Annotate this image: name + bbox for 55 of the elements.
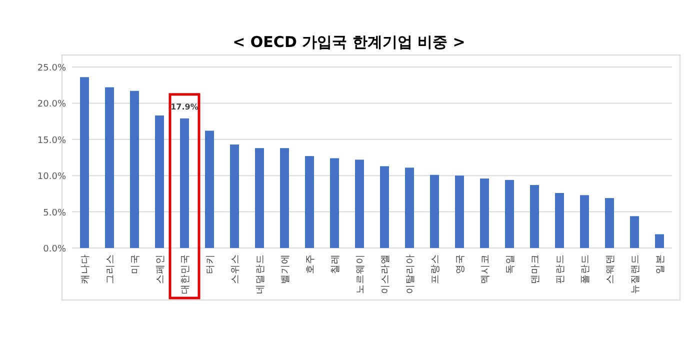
x-tick-label: 프랑스 bbox=[430, 254, 441, 284]
x-tick-label: 네덜란드 bbox=[255, 254, 266, 294]
bar bbox=[280, 148, 289, 248]
x-tick-label: 일본 bbox=[655, 254, 666, 274]
y-tick-label: 25.0% bbox=[37, 64, 66, 74]
y-tick-label: 10.0% bbox=[37, 172, 66, 182]
bar bbox=[255, 148, 264, 248]
bar bbox=[330, 158, 339, 248]
x-tick-label: 독일 bbox=[505, 254, 516, 274]
bar bbox=[205, 130, 214, 248]
bar bbox=[555, 192, 564, 248]
x-tick-label: 폴란드 bbox=[580, 254, 591, 284]
bar bbox=[580, 195, 589, 248]
x-tick-label: 칠레 bbox=[330, 254, 341, 274]
x-tick-label: 스위스 bbox=[230, 254, 241, 284]
x-tick-label: 덴마크 bbox=[530, 254, 541, 284]
x-tick-label: 이스라엘 bbox=[380, 254, 391, 294]
bar bbox=[405, 168, 414, 248]
x-tick-label: 호주 bbox=[305, 254, 316, 274]
x-tick-label: 뉴질랜드 bbox=[630, 254, 641, 294]
y-tick-label: 5.0% bbox=[43, 208, 66, 218]
bar bbox=[230, 144, 239, 248]
bar bbox=[155, 116, 164, 248]
x-tick-label: 노르웨이 bbox=[355, 254, 366, 294]
bar bbox=[530, 185, 539, 248]
x-tick-label: 벨기에 bbox=[280, 254, 291, 284]
bar bbox=[105, 87, 114, 248]
x-tick-label: 캐나다 bbox=[80, 254, 91, 284]
bar bbox=[80, 77, 89, 248]
y-tick-label: 15.0% bbox=[37, 136, 66, 146]
x-tick-label: 핀란드 bbox=[555, 254, 566, 284]
bar bbox=[480, 178, 489, 248]
x-tick-label: 멕시코 bbox=[480, 254, 491, 284]
bar bbox=[655, 234, 664, 248]
chart-title: < OECD 가입국 한계기업 비중 > bbox=[232, 33, 466, 51]
bar bbox=[505, 180, 514, 248]
x-tick-label: 미국 bbox=[130, 254, 141, 274]
bar bbox=[430, 174, 439, 248]
bar bbox=[455, 176, 464, 248]
bar bbox=[180, 118, 189, 248]
bar bbox=[305, 156, 314, 248]
x-tick-label: 대한민국 bbox=[180, 254, 191, 294]
x-tick-label: 스웨덴 bbox=[605, 254, 616, 284]
y-tick-label: 20.0% bbox=[37, 100, 66, 110]
x-tick-label: 스페인 bbox=[155, 254, 166, 284]
x-tick-label: 터키 bbox=[205, 254, 216, 274]
x-tick-label: 영국 bbox=[455, 254, 466, 274]
y-tick-label: 0.0% bbox=[43, 244, 66, 254]
bar bbox=[130, 90, 139, 248]
bar bbox=[355, 160, 364, 248]
x-tick-label: 이탈리아 bbox=[405, 254, 416, 294]
bar bbox=[605, 198, 614, 248]
bar bbox=[630, 216, 639, 248]
x-tick-label: 그리스 bbox=[105, 254, 116, 284]
bar bbox=[380, 166, 389, 248]
